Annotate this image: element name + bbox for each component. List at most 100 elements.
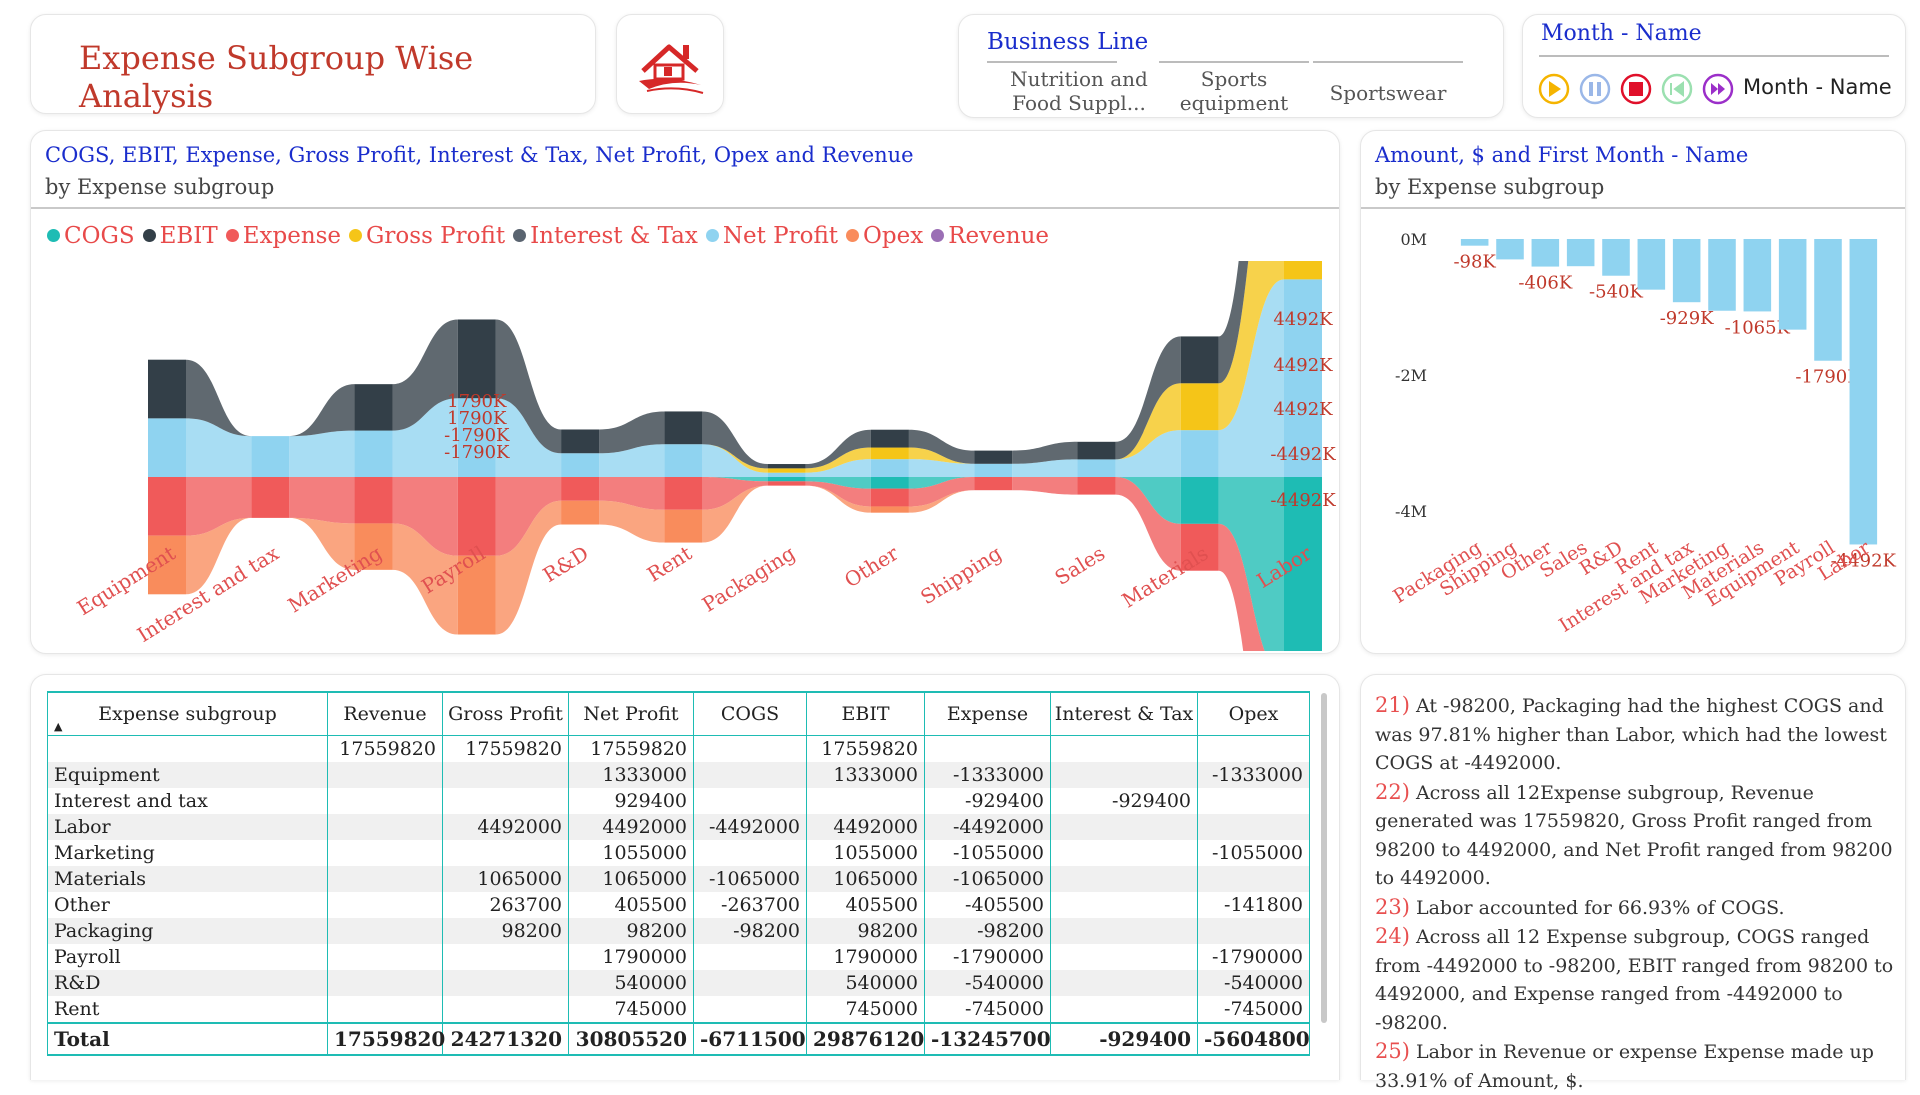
ribbon-column-opex	[354, 523, 393, 570]
table-row[interactable]: Rent 745000 745000 -745000 -745000	[47, 996, 1310, 1023]
stop-icon[interactable]	[1620, 73, 1652, 105]
play-controls	[1538, 73, 1734, 105]
table-cell: -540000	[924, 970, 1051, 996]
column-header-ebit[interactable]: EBIT	[806, 691, 925, 736]
legend-item-interest-tax[interactable]: Interest & Tax	[513, 223, 698, 249]
amount-bar	[1814, 239, 1842, 361]
ribbon-column-ebit	[870, 429, 909, 448]
column-header-gross-profit[interactable]: Gross Profit	[442, 691, 569, 736]
table-cell: 4492000	[442, 814, 569, 840]
table-cell	[327, 814, 443, 840]
table-cell	[442, 944, 569, 970]
table-row[interactable]: Materials 1065000 1065000 -1065000 1065000 -1…	[47, 866, 1310, 892]
table-cell: 17559820	[806, 735, 925, 762]
table-cell: 540000	[568, 970, 694, 996]
table-cell: -1790000	[924, 944, 1051, 970]
table-cell	[327, 944, 443, 970]
ribbon-gross-profit	[908, 447, 975, 464]
table-cell	[693, 970, 807, 996]
column-header-expense[interactable]: Expense	[924, 691, 1051, 736]
column-header-revenue[interactable]: Revenue	[327, 691, 443, 736]
amount-bar	[1531, 239, 1560, 267]
ribbon-column-net-profit	[457, 398, 496, 477]
play-icon[interactable]	[1538, 73, 1570, 105]
narrative-number: 24)	[1375, 924, 1410, 948]
table-cell: 98200	[806, 918, 925, 944]
legend-item-net-profit[interactable]: Net Profit	[705, 223, 838, 249]
legend-item-cogs[interactable]: COGS	[47, 223, 135, 249]
ribbon-expense	[495, 477, 562, 556]
next-icon[interactable]	[1702, 73, 1734, 105]
ribbon-gross-profit	[805, 447, 871, 473]
table-cell: -405500	[924, 892, 1051, 918]
table-cell	[47, 735, 328, 762]
amount-bar	[1672, 239, 1701, 303]
narrative-item: 24) Across all 12 Expense subgroup, COGS…	[1375, 922, 1895, 1037]
ribbon-ebit	[495, 319, 562, 454]
table-scrollbar[interactable]	[1321, 693, 1327, 1023]
ribbon-column-expense	[767, 481, 806, 486]
business-line-title: Business Line	[987, 29, 1149, 55]
table-row[interactable]: Equipment 1333000 1333000 -1333000 -1333000	[47, 762, 1310, 788]
legend-item-ebit[interactable]: EBIT	[142, 223, 218, 249]
ribbon-opex	[805, 485, 871, 513]
table-row[interactable]: 17559820 17559820 17559820 17559820	[47, 735, 1310, 762]
home-icon	[639, 44, 704, 94]
table-row[interactable]: Other 263700 405500 -263700 405500 -405500 -14…	[47, 892, 1310, 918]
narrative-text: Labor in Revenue or expense Expense made…	[1375, 1041, 1874, 1092]
table-cell	[693, 735, 807, 762]
ribbon-chart-card: COGS, EBIT, Expense, Gross Profit, Inter…	[30, 130, 1340, 654]
table-cell: Equipment	[47, 762, 328, 788]
legend-item-gross-profit[interactable]: Gross Profit	[349, 223, 505, 249]
narrative-number: 22)	[1375, 779, 1410, 804]
table-cell	[1050, 814, 1198, 840]
column-header-net-profit[interactable]: Net Profit	[568, 691, 694, 736]
amount-bar	[1496, 239, 1524, 260]
table-cell: -1055000	[924, 840, 1051, 866]
table-cell	[1050, 944, 1198, 970]
table-row[interactable]: Labor 4492000 4492000 -4492000 4492000 -44920…	[47, 814, 1310, 840]
narrative-item: 25) Labor in Revenue or expense Expense …	[1375, 1037, 1895, 1095]
table-row[interactable]: Payroll 1790000 1790000 -1790000 -1790000	[47, 944, 1310, 970]
business-line-item-sportswear[interactable]: Sportswear	[1329, 81, 1447, 105]
table-cell	[693, 788, 807, 814]
table-row[interactable]: R&D 540000 540000 -540000 -540000	[47, 970, 1310, 996]
business-line-item-nutrition[interactable]: Nutrition and Food Suppl...	[1010, 67, 1148, 115]
ribbon-net-profit	[289, 430, 355, 477]
amount-bar	[1708, 239, 1736, 311]
ribbon-ebit	[908, 429, 975, 464]
table-cell: -929400	[1050, 788, 1198, 814]
home-button[interactable]	[616, 14, 724, 114]
column-header-expense-subgroup[interactable]: Expense subgroup ▲	[47, 691, 328, 736]
column-header-cogs[interactable]: COGS	[693, 691, 807, 736]
smart-narrative: 21) At -98200, Packaging had the highest…	[1375, 691, 1895, 1095]
table-cell	[327, 892, 443, 918]
ribbon-gross-profit	[702, 444, 768, 473]
legend-item-opex[interactable]: Opex	[846, 223, 923, 249]
amount-bar	[1637, 239, 1666, 290]
table-cell: -1333000	[924, 762, 1051, 788]
column-header-interest-tax[interactable]: Interest & Tax	[1050, 691, 1198, 736]
ribbon-column-opex	[148, 535, 186, 595]
table-cell: Interest and tax	[47, 788, 328, 814]
table-row[interactable]: Interest and tax 929400 -929400 -929400	[47, 788, 1310, 814]
total-cell: -5604800	[1197, 1022, 1310, 1056]
ribbon-column-expense	[561, 477, 600, 501]
pause-icon[interactable]	[1579, 73, 1611, 105]
legend-item-expense[interactable]: Expense	[225, 223, 341, 249]
business-line-slicer: Business Line Nutrition and Food Suppl..…	[958, 14, 1504, 118]
ribbon-data-label: -4492K	[1270, 490, 1336, 511]
legend-item-revenue[interactable]: Revenue	[931, 223, 1049, 249]
table-row[interactable]: Marketing 1055000 1055000 -1055000 -1055000	[47, 840, 1310, 866]
column-header-opex[interactable]: Opex	[1197, 691, 1310, 736]
sort-up-icon[interactable]: ▲	[54, 720, 63, 733]
table-cell: 4492000	[806, 814, 925, 840]
previous-icon[interactable]	[1661, 73, 1693, 105]
table-cell	[1050, 866, 1198, 892]
narrative-number: 25)	[1375, 1039, 1410, 1063]
table-cell: 540000	[806, 970, 925, 996]
table-row[interactable]: Packaging 98200 98200 -98200 98200 -98200	[47, 918, 1310, 944]
ribbon-opex	[392, 523, 458, 635]
ribbon-ebit	[599, 411, 665, 454]
business-line-item-sports-equipment[interactable]: Sports equipment	[1179, 67, 1289, 115]
